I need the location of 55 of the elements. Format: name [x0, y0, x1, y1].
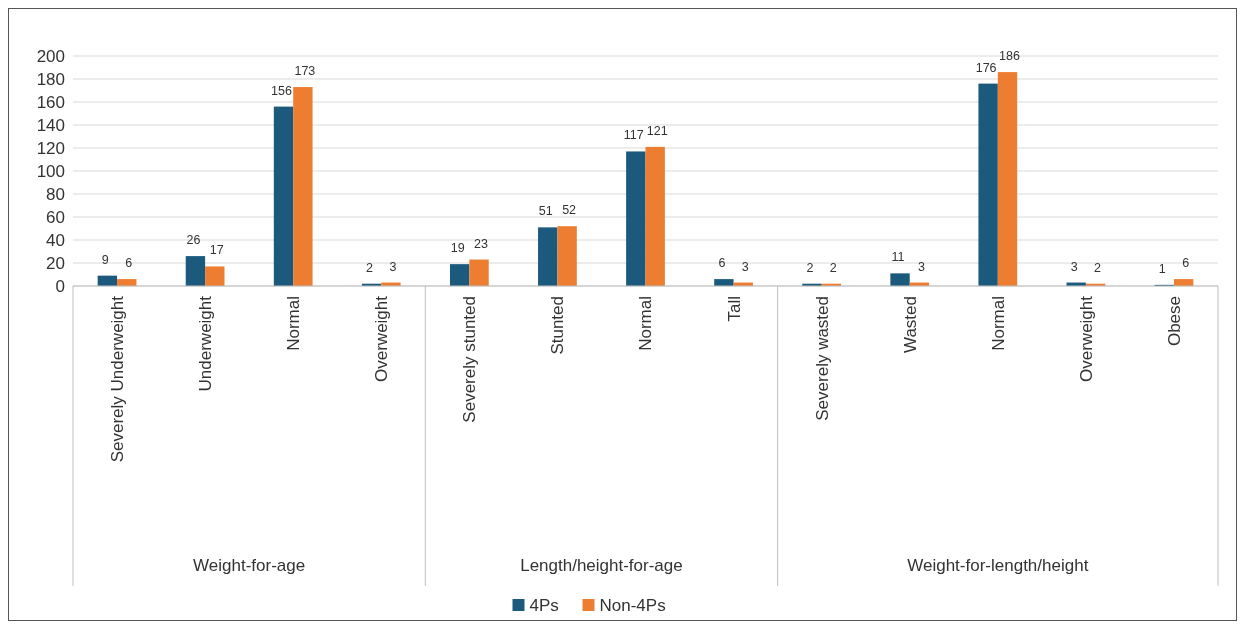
data-label: 156 — [271, 83, 292, 98]
y-tick-label: 60 — [46, 207, 65, 227]
data-label: 26 — [186, 233, 201, 248]
x-tick-label: Overweight — [1076, 295, 1096, 382]
x-tick-label: Underweight — [196, 295, 216, 392]
legend-label: 4Ps — [529, 595, 559, 615]
x-tick-label: Overweight — [372, 295, 392, 382]
data-label: 1 — [1158, 261, 1166, 276]
data-label: 23 — [474, 236, 489, 251]
y-tick-label: 160 — [36, 92, 65, 112]
data-label: 6 — [718, 256, 726, 271]
data-label: 2 — [806, 260, 814, 275]
data-label: 2 — [829, 260, 837, 275]
x-tick-label: Wasted — [900, 296, 920, 354]
x-tick-label: Normal — [988, 296, 1008, 351]
x-tick-label: Normal — [284, 296, 304, 351]
data-label: 3 — [1070, 259, 1078, 274]
data-label: 176 — [975, 60, 997, 75]
legend-label: Non-4Ps — [599, 595, 666, 615]
data-label: 9 — [101, 252, 109, 267]
y-tick-label: 140 — [36, 115, 65, 135]
data-label: 6 — [1182, 256, 1190, 271]
data-label: 173 — [294, 64, 316, 79]
data-label: 186 — [999, 49, 1020, 64]
x-tick-label: Severely stunted — [460, 296, 480, 423]
data-label: 52 — [562, 203, 577, 218]
data-label: 17 — [209, 243, 224, 258]
data-label: 11 — [891, 250, 905, 265]
data-label: 2 — [1094, 260, 1102, 275]
text: Weight-for-age — [193, 556, 306, 575]
x-tick-label: Normal — [636, 296, 656, 351]
data-label: 3 — [389, 259, 397, 274]
y-tick-label: 80 — [46, 184, 65, 204]
x-tick-label: Obese — [1164, 296, 1184, 347]
x-tick-label: Tall — [724, 296, 744, 322]
data-label: 3 — [741, 259, 749, 274]
y-tick-label: 120 — [36, 138, 65, 158]
y-tick-label: 20 — [46, 253, 65, 273]
data-label: 51 — [538, 204, 553, 219]
data-label: 117 — [623, 128, 644, 143]
data-label: 6 — [125, 256, 133, 271]
y-tick-label: 180 — [36, 69, 65, 89]
data-label: 19 — [450, 241, 465, 256]
data-label: 121 — [646, 123, 668, 138]
x-tick-label: Severely wasted — [812, 296, 832, 421]
text: Weight-for-length/height — [907, 556, 1089, 575]
text: Length/height-for-age — [520, 556, 683, 575]
y-tick-label: 200 — [36, 46, 65, 66]
y-tick-label: 0 — [55, 276, 65, 296]
data-label: 3 — [917, 259, 925, 274]
x-tick-label: Severely Underweight — [107, 295, 127, 463]
y-tick-label: 100 — [36, 161, 65, 181]
x-tick-label: Stunted — [548, 296, 568, 355]
data-label: 2 — [366, 260, 374, 275]
y-tick-label: 40 — [46, 230, 65, 250]
